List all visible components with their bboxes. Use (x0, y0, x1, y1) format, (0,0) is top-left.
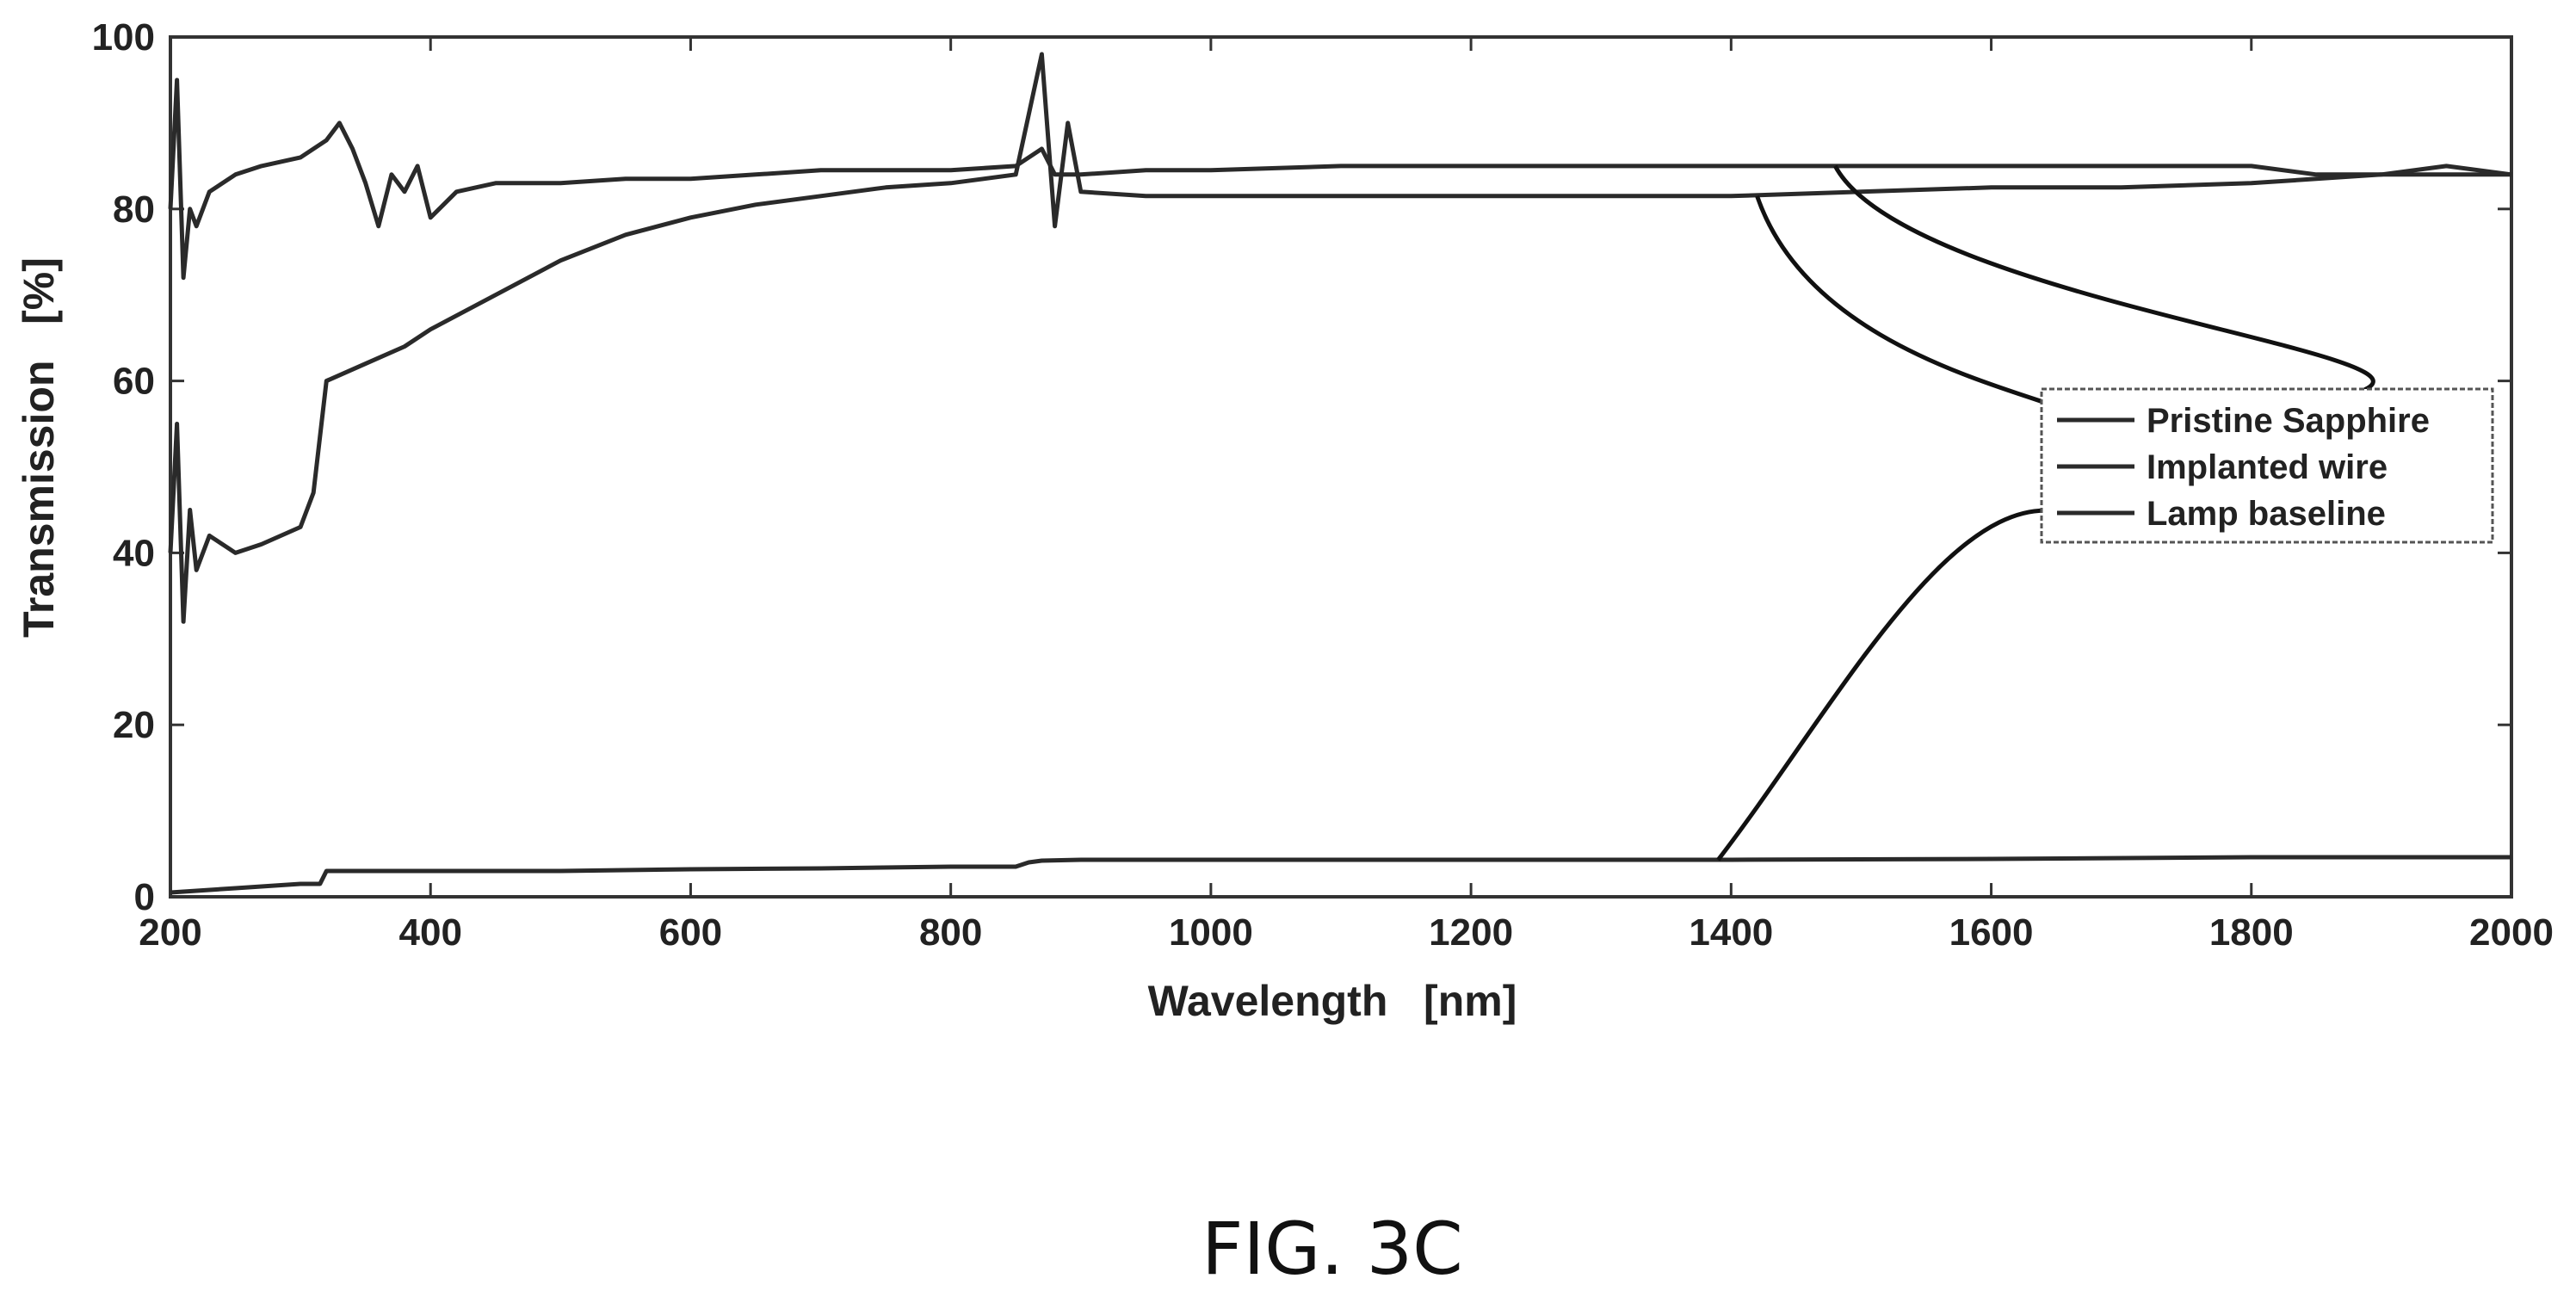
y-tick-label: 40 (113, 532, 155, 574)
series-line-implanted-wire (168, 52, 2511, 624)
series-lines (168, 52, 2512, 895)
leader-line-pristine-sapphire (1833, 164, 2375, 423)
x-tick-label: 1000 (1169, 911, 1253, 954)
legend: Pristine Sapphire Implanted wire Lamp base… (2040, 387, 2494, 544)
x-tick-label: 2000 (2469, 911, 2554, 954)
plot-area-border (169, 35, 2513, 899)
y-tick-label: 20 (113, 704, 155, 746)
y-axis-title: Transmission [%] (15, 257, 63, 638)
series-line-pristine-sapphire (168, 77, 2512, 281)
y-tick-label: 80 (113, 188, 155, 231)
axis-ticks: 200 400 600 800 1000 1200 1400 1600 1800 2000 0 20 4… (92, 16, 2554, 954)
y-tick-label: 100 (92, 16, 155, 59)
x-tick-label: 200 (139, 911, 201, 954)
plot-frame (169, 35, 2513, 899)
x-tick-label: 400 (399, 911, 462, 954)
y-tick-label: 0 (134, 876, 155, 918)
x-tick-label: 1200 (1429, 911, 1513, 954)
x-tick-label: 1800 (2209, 911, 2294, 954)
x-tick-label: 600 (659, 911, 722, 954)
legend-entry-implanted-wire: Implanted wire (2147, 448, 2388, 486)
leader-line-lamp-baseline (1716, 508, 2066, 862)
series-line-lamp-baseline (170, 855, 2511, 895)
legend-entry-pristine-sapphire: Pristine Sapphire (2147, 402, 2430, 440)
figure-caption: FIG. 3C (1202, 1207, 1463, 1291)
legend-entry-lamp-baseline: Lamp baseline (2147, 495, 2386, 533)
x-axis-title: Wavelength [nm] (1148, 977, 1517, 1025)
x-tick-label: 1400 (1689, 911, 1773, 954)
x-tick-label: 800 (919, 911, 982, 954)
x-tick-label: 1600 (1949, 911, 2034, 954)
y-tick-label: 60 (113, 361, 155, 403)
